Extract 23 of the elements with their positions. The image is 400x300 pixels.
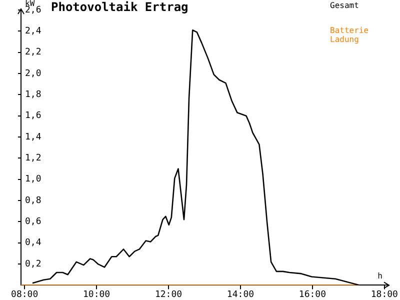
y-tick-label: 0,4 [25,238,42,248]
y-tick-label: 1,6 [25,111,42,122]
y-tick-label: 2,4 [25,26,42,37]
y-tick-label: 1,0 [25,174,42,185]
text: Gesamt [330,1,360,10]
y-tick-label: 1,2 [25,154,42,164]
x-tick-label: 18:00 [370,290,398,300]
x-tick-label: 16:00 [298,290,326,300]
y-tick-label: 1,8 [25,90,42,100]
y-tick-label: 0,6 [25,217,42,228]
chart-title: Photovoltaik Ertrag [51,0,188,14]
text: Batterie Ladung [330,26,369,44]
y-tick-label: 2,2 [25,48,42,58]
x-tick-label: 10:00 [83,290,110,300]
y-tick-label: 2,0 [25,68,42,79]
x-tick-label: 12:00 [154,290,182,300]
x-tick-label: 08:00 [11,290,38,300]
y-tick-label: 0,2 [25,259,42,270]
y-tick-label: 1,4 [25,132,42,142]
x-tick-label: 14:00 [226,290,254,300]
x-axis-title: h [378,271,383,280]
y-tick-label: 0,8 [25,196,42,206]
y-tick-label: 2,6 [25,5,42,16]
